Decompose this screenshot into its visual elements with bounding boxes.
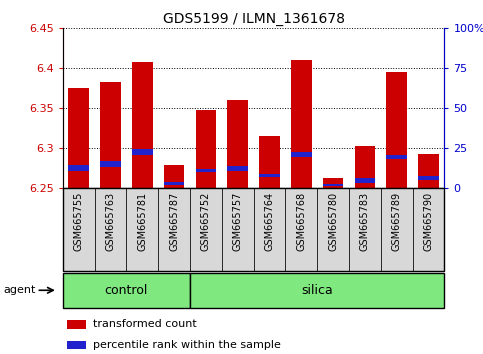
FancyBboxPatch shape bbox=[190, 188, 222, 271]
Title: GDS5199 / ILMN_1361678: GDS5199 / ILMN_1361678 bbox=[163, 12, 344, 26]
Bar bbox=[227, 166, 248, 171]
Bar bbox=[196, 110, 216, 188]
Bar bbox=[67, 341, 85, 349]
Bar bbox=[259, 174, 280, 177]
Bar bbox=[418, 176, 439, 181]
Text: GSM665768: GSM665768 bbox=[296, 192, 306, 251]
FancyBboxPatch shape bbox=[95, 188, 127, 271]
Text: GSM665789: GSM665789 bbox=[392, 192, 402, 251]
Bar bbox=[323, 178, 343, 188]
FancyBboxPatch shape bbox=[285, 188, 317, 271]
FancyBboxPatch shape bbox=[254, 188, 285, 271]
Bar bbox=[355, 146, 375, 188]
Text: GSM665780: GSM665780 bbox=[328, 192, 338, 251]
Text: GSM665790: GSM665790 bbox=[424, 192, 433, 251]
Bar bbox=[164, 182, 185, 185]
Bar bbox=[67, 320, 85, 329]
Text: transformed count: transformed count bbox=[93, 319, 197, 329]
Text: silica: silica bbox=[301, 284, 333, 297]
Bar bbox=[227, 100, 248, 188]
FancyBboxPatch shape bbox=[412, 188, 444, 271]
Bar bbox=[291, 60, 312, 188]
FancyBboxPatch shape bbox=[63, 273, 190, 308]
FancyBboxPatch shape bbox=[381, 188, 412, 271]
Bar bbox=[386, 155, 407, 159]
Bar bbox=[132, 149, 153, 155]
FancyBboxPatch shape bbox=[190, 273, 444, 308]
Text: control: control bbox=[105, 284, 148, 297]
Bar bbox=[69, 88, 89, 188]
Text: GSM665763: GSM665763 bbox=[105, 192, 115, 251]
Bar bbox=[323, 184, 343, 186]
Text: agent: agent bbox=[3, 285, 36, 295]
Bar bbox=[386, 72, 407, 188]
Bar bbox=[100, 82, 121, 188]
Text: GSM665752: GSM665752 bbox=[201, 192, 211, 251]
FancyBboxPatch shape bbox=[317, 188, 349, 271]
Bar bbox=[291, 152, 312, 156]
Text: GSM665783: GSM665783 bbox=[360, 192, 370, 251]
Text: percentile rank within the sample: percentile rank within the sample bbox=[93, 340, 281, 350]
Text: GSM665764: GSM665764 bbox=[265, 192, 274, 251]
Bar bbox=[418, 154, 439, 188]
Bar bbox=[196, 169, 216, 172]
Bar bbox=[259, 136, 280, 188]
Bar bbox=[355, 178, 375, 183]
Bar bbox=[132, 62, 153, 188]
FancyBboxPatch shape bbox=[127, 188, 158, 271]
FancyBboxPatch shape bbox=[63, 188, 95, 271]
FancyBboxPatch shape bbox=[222, 188, 254, 271]
FancyBboxPatch shape bbox=[158, 188, 190, 271]
Text: GSM665787: GSM665787 bbox=[169, 192, 179, 251]
Text: GSM665757: GSM665757 bbox=[233, 192, 242, 251]
Bar bbox=[100, 160, 121, 167]
Text: GSM665781: GSM665781 bbox=[137, 192, 147, 251]
Bar bbox=[164, 165, 185, 188]
Bar bbox=[69, 165, 89, 171]
FancyBboxPatch shape bbox=[349, 188, 381, 271]
Text: GSM665755: GSM665755 bbox=[74, 192, 84, 251]
